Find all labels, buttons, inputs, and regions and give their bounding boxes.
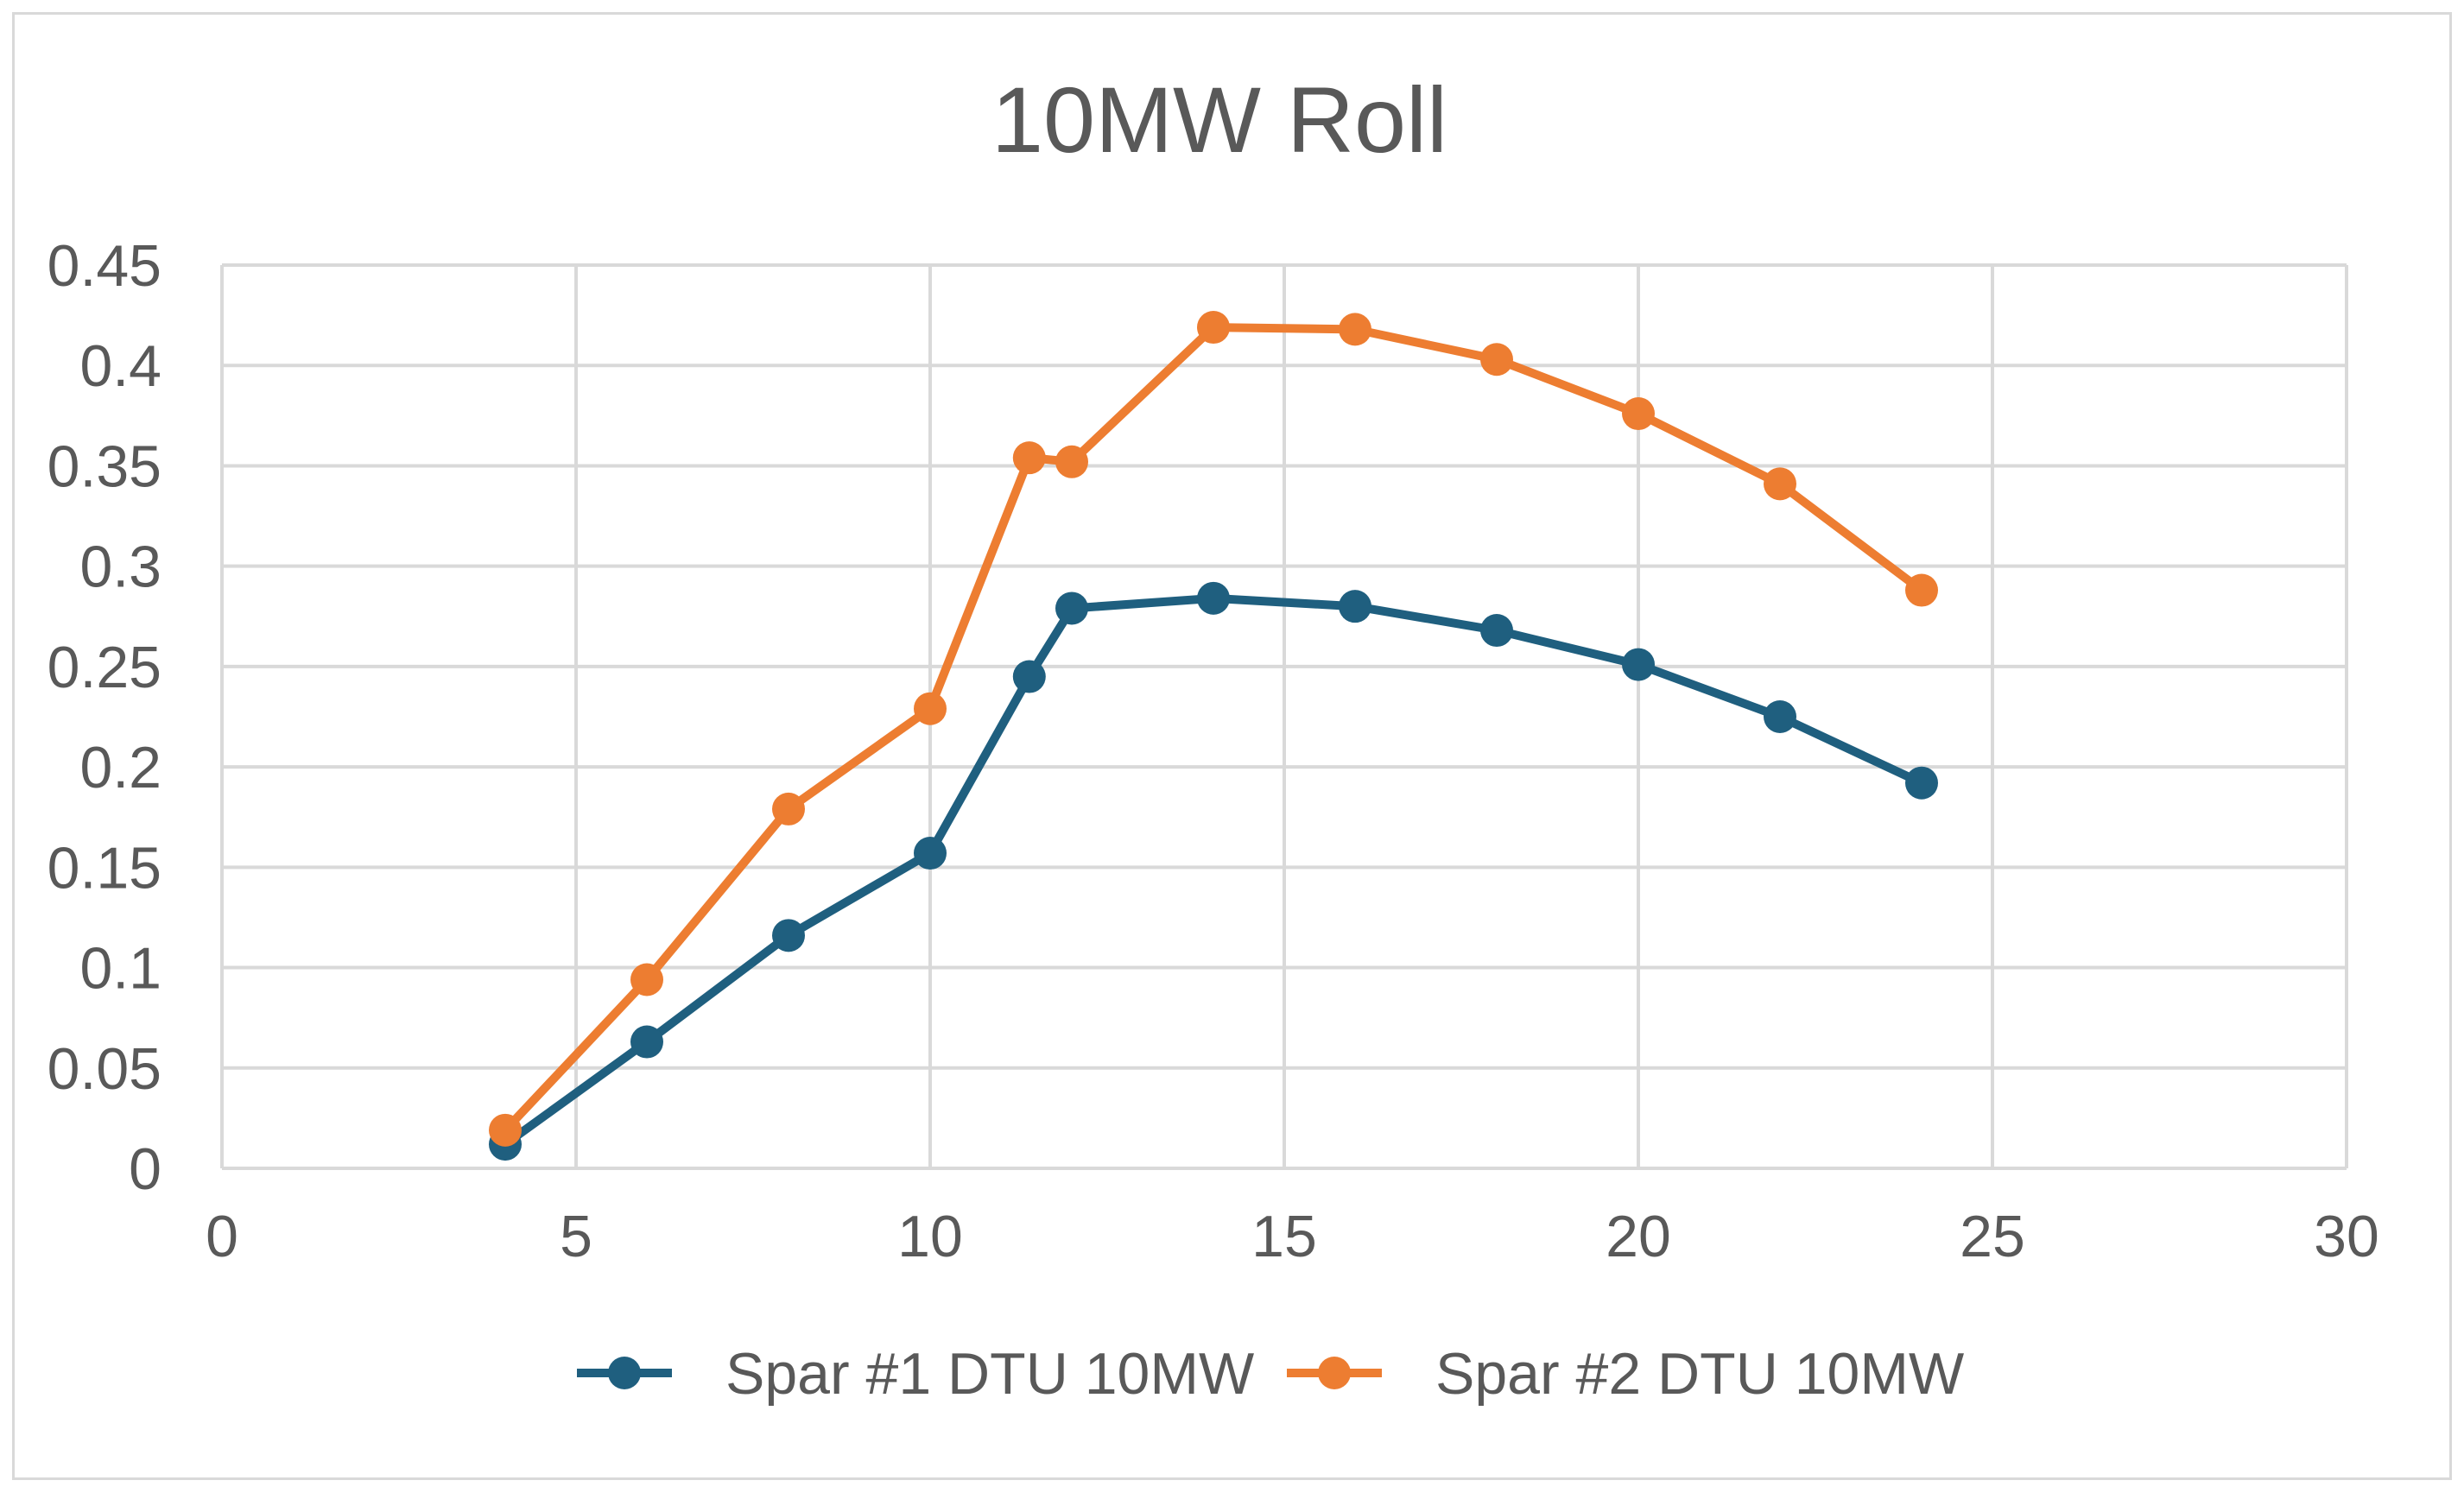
y-tick-label: 0.1: [79, 936, 162, 1002]
x-tick-label: 20: [1606, 1204, 1671, 1269]
series-1: [489, 581, 1938, 1161]
y-tick-label: 0.25: [48, 635, 162, 700]
y-tick-label: 0: [129, 1136, 162, 1202]
data-point: [914, 837, 947, 870]
x-tick-label: 5: [560, 1204, 592, 1269]
legend-entry: Spar #2 DTU 10MW: [1287, 1341, 1964, 1407]
legend: Spar #1 DTU 10MW Spar #2 DTU 10MW: [577, 1341, 1964, 1407]
data-point: [1339, 590, 1371, 623]
data-point: [1764, 467, 1796, 501]
data-point: [1480, 343, 1513, 376]
data-point: [1012, 660, 1046, 693]
axes: 0 0.05 0.1 0.15 0.2 0.25 0.3 0.35 0.4 0.45 0 5 10 15 2…: [48, 233, 2379, 1269]
gridlines: [220, 263, 2348, 1170]
series-2: [489, 311, 1938, 1147]
data-point: [1055, 592, 1088, 625]
data-point: [1197, 311, 1230, 345]
data-point: [1622, 397, 1655, 431]
data-point: [1622, 648, 1655, 681]
legend-label: Spar #2 DTU 10MW: [1435, 1341, 1964, 1407]
x-tick-label: 30: [2314, 1204, 2379, 1269]
y-tick-label: 0.3: [79, 535, 162, 600]
data-point: [630, 1025, 663, 1059]
x-tick-label: 0: [206, 1204, 238, 1269]
legend-marker: [1318, 1357, 1351, 1389]
data-point: [1339, 313, 1371, 346]
chart-area: [12, 12, 2452, 1480]
data-point: [1764, 700, 1796, 733]
data-point: [1480, 614, 1513, 648]
data-point: [1905, 573, 1938, 607]
data-point: [489, 1113, 522, 1147]
y-tick-label: 0.2: [79, 735, 162, 800]
series-line: [501, 593, 1926, 1149]
y-tick-label: 0.15: [48, 835, 162, 901]
data-point: [914, 692, 947, 725]
series-layer: [489, 311, 1938, 1161]
y-tick-label: 0.05: [48, 1036, 162, 1102]
data-point: [1012, 441, 1046, 475]
chart-title: 10MW Roll: [991, 67, 1447, 172]
data-point: [630, 963, 663, 996]
x-tick-label: 15: [1251, 1204, 1317, 1269]
y-tick-label: 0.35: [48, 433, 162, 499]
data-point: [1055, 445, 1088, 478]
x-tick-label: 25: [1960, 1204, 2025, 1269]
data-point: [1197, 581, 1230, 615]
legend-label: Spar #1 DTU 10MW: [725, 1341, 1254, 1407]
y-tick-label: 0.45: [48, 233, 162, 299]
data-point: [772, 792, 805, 826]
legend-marker: [608, 1357, 641, 1389]
legend-entry: Spar #1 DTU 10MW: [577, 1341, 1254, 1407]
data-point: [772, 919, 805, 952]
series-line: [501, 323, 1926, 1135]
x-tick-label: 10: [897, 1204, 963, 1269]
y-tick-label: 0.4: [79, 333, 162, 399]
data-point: [1905, 766, 1938, 800]
